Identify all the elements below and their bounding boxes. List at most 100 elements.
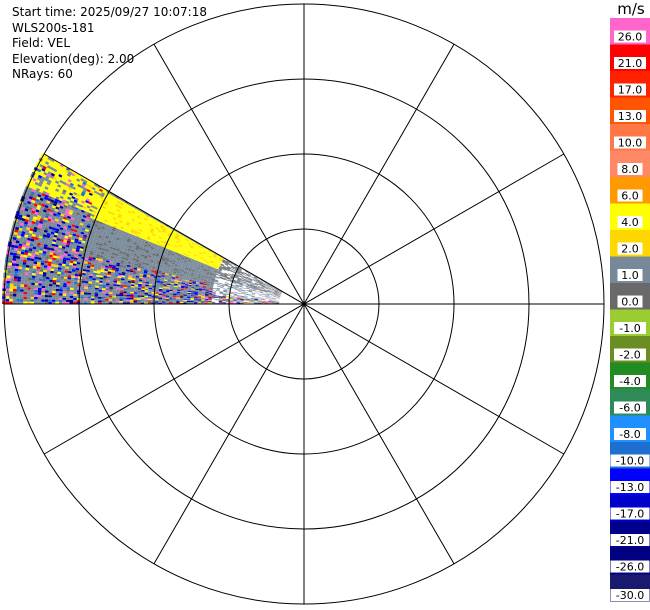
velocity-gate (9, 296, 13, 299)
velocity-gate (22, 201, 27, 206)
velocity-gate (219, 292, 223, 295)
velocity-gate (174, 282, 178, 284)
velocity-gate (262, 283, 266, 286)
colorbar-label-bg (610, 507, 650, 520)
velocity-gate (53, 275, 57, 279)
velocity-gate (194, 271, 199, 274)
velocity-gate (37, 202, 42, 206)
velocity-gate (254, 276, 258, 279)
velocity-gate (222, 259, 227, 262)
velocity-gate (185, 278, 190, 281)
velocity-gate (177, 255, 182, 258)
velocity-gate (76, 219, 82, 223)
velocity-gate (7, 265, 12, 269)
velocity-gate (155, 244, 160, 247)
velocity-gate (50, 268, 55, 272)
velocity-gate (237, 277, 242, 280)
velocity-gate (277, 292, 282, 295)
velocity-gate (130, 285, 135, 288)
velocity-gate (40, 260, 45, 263)
velocity-gate (146, 273, 151, 276)
velocity-gate (222, 296, 227, 298)
velocity-gate (137, 301, 141, 303)
velocity-gate (48, 290, 53, 293)
velocity-gate (238, 267, 242, 271)
velocity-gate (189, 255, 193, 258)
velocity-gate (198, 271, 203, 274)
velocity-gate (179, 301, 184, 303)
velocity-gate (47, 205, 52, 210)
velocity-gate (26, 224, 31, 229)
velocity-gate (102, 190, 107, 194)
velocity-gate (181, 265, 186, 268)
velocity-gate (139, 276, 143, 279)
velocity-gate (56, 223, 61, 228)
velocity-gate (123, 262, 128, 265)
velocity-gate (21, 246, 26, 250)
velocity-gate (128, 233, 133, 237)
velocity-gate (236, 272, 240, 275)
velocity-gate (180, 291, 184, 293)
velocity-gate (145, 283, 150, 285)
velocity-gate (222, 260, 226, 263)
velocity-gate (181, 254, 186, 258)
velocity-gate (251, 295, 255, 297)
velocity-gate (124, 224, 129, 228)
velocity-gate (45, 175, 50, 180)
velocity-gate (31, 253, 36, 257)
velocity-gate (189, 265, 193, 268)
velocity-gate (253, 287, 257, 289)
velocity-gate (38, 276, 43, 279)
velocity-gate (112, 225, 117, 229)
velocity-gate (43, 196, 48, 201)
velocity-gate (55, 295, 59, 298)
velocity-gate (259, 281, 263, 284)
velocity-gate (159, 286, 163, 288)
velocity-gate (80, 231, 85, 235)
velocity-gate (50, 263, 55, 267)
velocity-gate (49, 166, 55, 171)
velocity-gate (85, 271, 90, 274)
velocity-gate (73, 244, 77, 248)
velocity-gate (72, 222, 77, 226)
velocity-gate (75, 214, 80, 218)
velocity-gate (34, 224, 39, 228)
velocity-gate (98, 188, 103, 193)
velocity-gate (174, 243, 179, 247)
velocity-gate (239, 284, 243, 286)
velocity-gate (45, 285, 49, 289)
velocity-gate (14, 265, 19, 269)
velocity-gate (94, 223, 99, 227)
velocity-gate (265, 286, 269, 289)
velocity-gate (176, 257, 181, 261)
velocity-gate (172, 271, 177, 274)
velocity-gate (144, 298, 148, 300)
velocity-gate (102, 257, 107, 261)
velocity-gate (161, 222, 166, 226)
velocity-gate (245, 289, 249, 292)
velocity-gate (131, 248, 136, 251)
velocity-gate (114, 205, 119, 209)
velocity-gate (204, 293, 209, 295)
velocity-gate (23, 239, 28, 243)
velocity-gate (162, 287, 167, 290)
velocity-gate (201, 292, 206, 294)
velocity-gate (252, 288, 257, 290)
velocity-gate (51, 290, 56, 294)
velocity-gate (83, 187, 88, 191)
velocity-gate (211, 267, 215, 270)
velocity-gate (27, 291, 31, 295)
velocity-gate (189, 279, 193, 282)
velocity-gate (36, 196, 41, 200)
velocity-gate (169, 269, 174, 272)
velocity-gate (147, 295, 152, 298)
velocity-gate (236, 299, 241, 301)
velocity-gate (212, 264, 217, 267)
velocity-gate (122, 250, 127, 254)
velocity-gate (102, 259, 107, 262)
velocity-gate (212, 274, 217, 277)
velocity-gate (222, 299, 226, 301)
velocity-gate (145, 284, 149, 287)
velocity-gate (156, 250, 161, 254)
velocity-gate (53, 273, 58, 276)
